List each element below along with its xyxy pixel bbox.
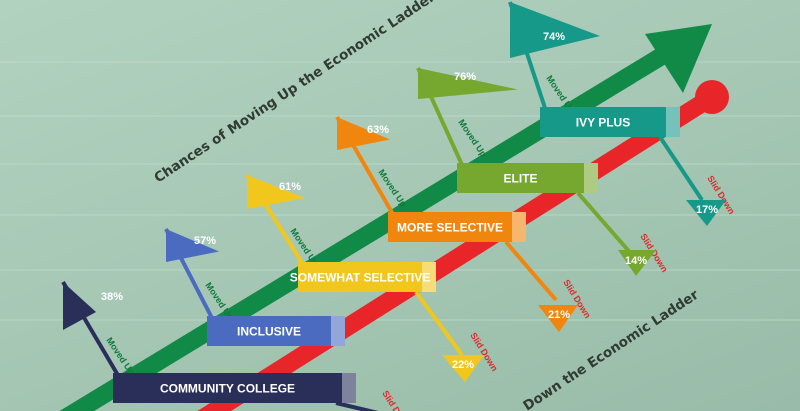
tier-bar-end [342, 373, 356, 403]
tier-bar [457, 163, 598, 193]
moved-up-flag [510, 2, 600, 58]
moved-up-percent: 63% [367, 124, 389, 136]
slid-down-flag [538, 305, 578, 332]
tier-label: ELITE [503, 172, 537, 186]
slid-down-pole [576, 191, 636, 259]
slid-down-pole [414, 290, 464, 357]
slid-down-flag [686, 200, 726, 226]
tier-bar [298, 262, 436, 292]
slide-down-arrow-cap [695, 80, 729, 114]
move-up-arrow-line [59, 40, 680, 411]
moved-up-label: Moved Up [104, 336, 137, 378]
tier-community-college: 38% Moved Up Slid Down COMMUNITY COLLEGE [61, 280, 412, 411]
tier-bar-end [331, 316, 345, 346]
slid-down-flag [442, 355, 484, 382]
moved-up-flag [418, 68, 518, 99]
moved-up-percent: 74% [543, 31, 565, 43]
slid-down-percent: 14% [625, 255, 647, 267]
move-up-arrowhead [645, 24, 712, 93]
moved-up-flag [166, 229, 219, 262]
chart-title-up: Chances of Moving Up the Economic Ladder [151, 0, 438, 186]
slid-down-percent: 22% [452, 359, 474, 371]
tier-bar-end [422, 262, 436, 292]
tier-bar [540, 107, 680, 137]
tier-label: SOMEWHAT SELECTIVE [290, 271, 430, 285]
tier-label: MORE SELECTIVE [397, 221, 503, 235]
slid-down-pole [504, 240, 558, 302]
tier-bar-end [512, 212, 526, 242]
tier-bar-end [666, 107, 680, 137]
moved-up-percent: 76% [454, 71, 476, 83]
moved-up-flag [337, 117, 390, 150]
moved-up-percent: 61% [279, 181, 301, 193]
moved-up-flag [247, 175, 305, 209]
tier-label: COMMUNITY COLLEGE [160, 382, 295, 396]
moved-up-label: Moved Up [456, 118, 489, 160]
tier-bar [113, 373, 356, 403]
slid-down-percent: 21% [548, 309, 570, 321]
moved-up-label: Moved Up [376, 168, 409, 210]
slid-down-flag [618, 250, 656, 276]
tier-label: INCLUSIVE [237, 325, 301, 339]
moved-up-percent: 57% [194, 235, 216, 247]
tier-label: IVY PLUS [576, 116, 630, 130]
slid-down-label: Slid Down [380, 389, 412, 411]
tier-layer: 38% Moved Up Slid Down COMMUNITY COLLEGE 57%… [61, 1, 737, 411]
moved-up-percent: 38% [101, 291, 123, 303]
moved-up-flag [63, 282, 96, 330]
tier-bar-end [584, 163, 598, 193]
slid-down-percent: 17% [696, 204, 718, 216]
slide-down-arrow-line [197, 89, 717, 411]
slid-down-pole [335, 401, 379, 411]
tier-bar [388, 212, 526, 242]
slid-down-pole [658, 135, 704, 202]
tier-bar [207, 316, 345, 346]
